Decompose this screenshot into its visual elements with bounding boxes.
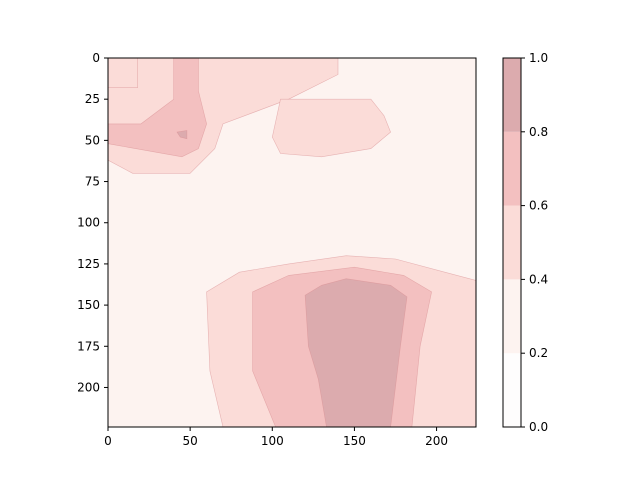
y-tick-label: 25 [85, 92, 100, 106]
y-tick-label: 50 [85, 133, 100, 147]
colorbar-frame [502, 57, 522, 428]
x-tick-label: 200 [425, 434, 448, 448]
colorbar-segment [503, 279, 521, 354]
colorbar-segment [503, 205, 521, 280]
y-tick-label: 175 [77, 339, 100, 353]
contour-region-level-4 [176, 130, 188, 140]
contour-regions [108, 58, 476, 427]
plot-area [107, 57, 477, 428]
colorbar-segment [503, 58, 521, 132]
y-tick-label: 0 [92, 51, 100, 65]
colorbar-segment [503, 353, 521, 427]
colorbar-tick-label: 0.2 [529, 346, 548, 360]
colorbar-ticks: 0.0 0.2 0.4 0.6 0.8 1.0 [521, 51, 548, 434]
colorbar: 0.0 0.2 0.4 0.6 0.8 1.0 [502, 51, 548, 434]
y-tick-label: 75 [85, 175, 100, 189]
colorbar-tick-label: 0.4 [529, 272, 548, 286]
colorbar-tick-label: 0.8 [529, 125, 548, 139]
x-tick-label: 0 [104, 434, 112, 448]
x-axis: 0 50 100 150 200 [104, 427, 448, 448]
x-tick-label: 100 [261, 434, 284, 448]
colorbar-tick-label: 1.0 [529, 51, 548, 65]
y-tick-label: 125 [77, 257, 100, 271]
plot-frame [107, 57, 477, 428]
x-tick-label: 150 [343, 434, 366, 448]
x-tick-label: 50 [183, 434, 198, 448]
colorbar-tick-label: 0.6 [529, 199, 548, 213]
colorbar-segment [503, 131, 521, 206]
y-tick-label: 200 [77, 380, 100, 394]
y-axis: 0 25 50 75 100 125 150 175 200 [77, 51, 108, 394]
colorbar-tick-label: 0.0 [529, 420, 548, 434]
contour-region-level-4 [304, 278, 408, 427]
contour-region-level-2 [108, 58, 138, 88]
colorbar-segments [503, 58, 521, 427]
y-tick-label: 100 [77, 216, 100, 230]
contour-region-level-2 [271, 98, 391, 158]
y-tick-label: 150 [77, 298, 100, 312]
